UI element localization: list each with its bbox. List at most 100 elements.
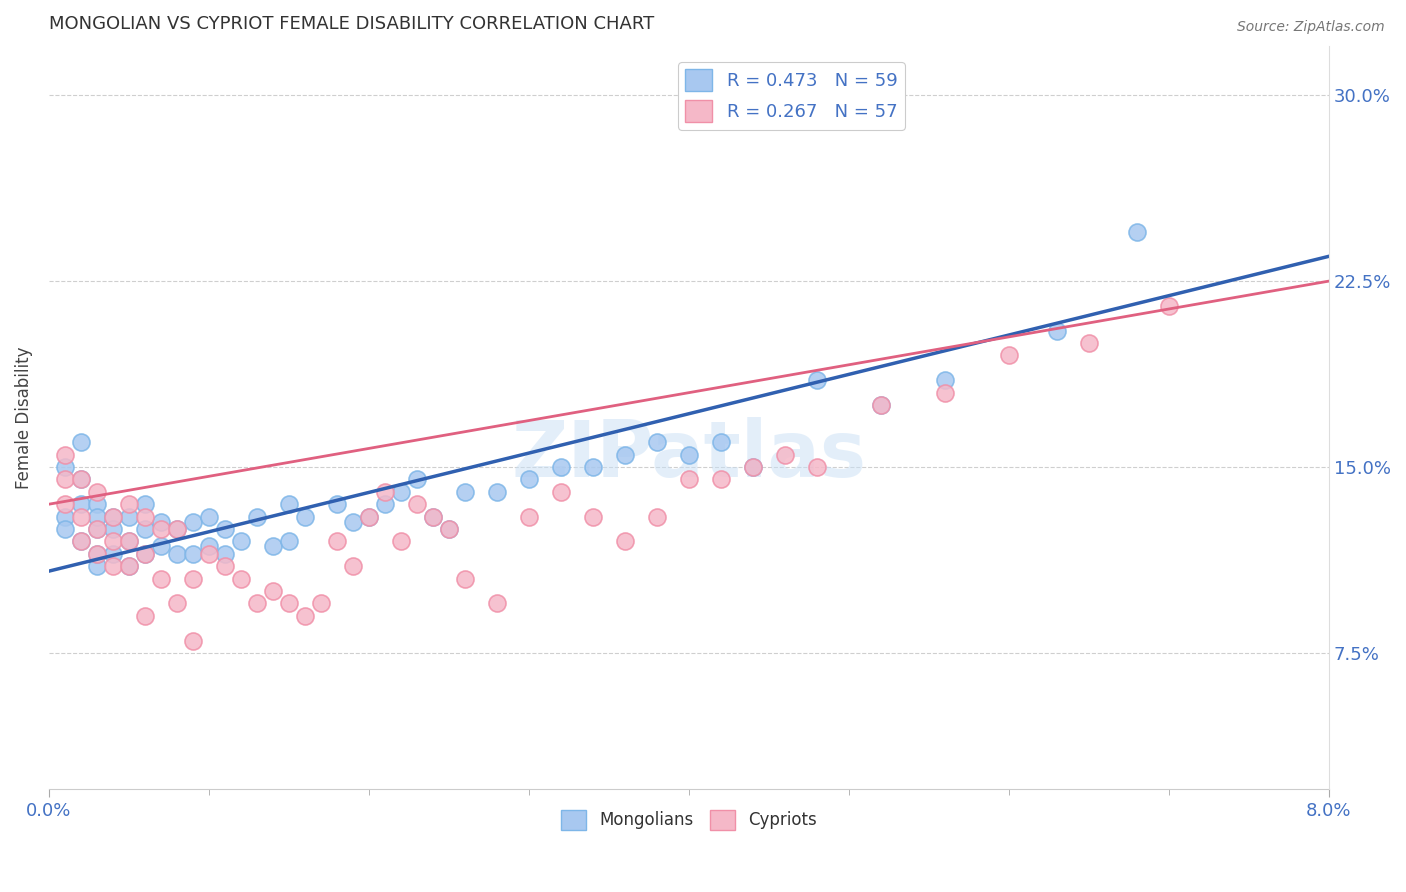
Point [53, 448, 76, 462]
Point [262, 583, 284, 598]
Point [437, 522, 460, 536]
Point [134, 497, 156, 511]
Point [214, 559, 236, 574]
Point [118, 559, 141, 574]
Point [357, 509, 380, 524]
Point [869, 398, 891, 412]
Point [454, 484, 477, 499]
Point [181, 572, 204, 586]
Point [149, 515, 172, 529]
Point [101, 522, 124, 536]
Point [550, 484, 572, 499]
Point [214, 522, 236, 536]
Point [70, 472, 93, 486]
Point [342, 515, 364, 529]
Point [389, 534, 412, 549]
Point [374, 497, 396, 511]
Point [517, 509, 540, 524]
Text: MONGOLIAN VS CYPRIOT FEMALE DISABILITY CORRELATION CHART: MONGOLIAN VS CYPRIOT FEMALE DISABILITY C… [49, 15, 654, 33]
Point [181, 547, 204, 561]
Point [101, 509, 124, 524]
Point [101, 547, 124, 561]
Point [934, 385, 956, 400]
Point [422, 509, 444, 524]
Point [149, 572, 172, 586]
Point [309, 596, 332, 610]
Point [70, 534, 93, 549]
Point [198, 509, 221, 524]
Point [1046, 324, 1069, 338]
Point [53, 497, 76, 511]
Point [613, 448, 636, 462]
Point [70, 509, 93, 524]
Point [485, 596, 508, 610]
Point [278, 497, 301, 511]
Point [86, 522, 108, 536]
Point [198, 539, 221, 553]
Point [101, 509, 124, 524]
Point [86, 547, 108, 561]
Point [710, 472, 733, 486]
Point [645, 509, 668, 524]
Point [70, 534, 93, 549]
Point [86, 484, 108, 499]
Point [1126, 225, 1149, 239]
Point [869, 398, 891, 412]
Point [149, 539, 172, 553]
Point [582, 509, 605, 524]
Point [118, 534, 141, 549]
Point [53, 509, 76, 524]
Point [357, 509, 380, 524]
Point [934, 373, 956, 387]
Point [166, 522, 188, 536]
Point [229, 534, 252, 549]
Point [374, 484, 396, 499]
Point [70, 435, 93, 450]
Point [149, 522, 172, 536]
Point [53, 522, 76, 536]
Point [645, 435, 668, 450]
Point [1077, 336, 1099, 351]
Point [214, 547, 236, 561]
Point [101, 559, 124, 574]
Point [181, 633, 204, 648]
Point [278, 534, 301, 549]
Point [710, 435, 733, 450]
Legend: Mongolians, Cypriots: Mongolians, Cypriots [554, 803, 824, 837]
Point [678, 472, 700, 486]
Point [278, 596, 301, 610]
Point [118, 534, 141, 549]
Point [613, 534, 636, 549]
Point [246, 596, 269, 610]
Point [166, 547, 188, 561]
Point [326, 534, 349, 549]
Point [101, 534, 124, 549]
Point [134, 547, 156, 561]
Point [118, 497, 141, 511]
Point [422, 509, 444, 524]
Point [229, 572, 252, 586]
Y-axis label: Female Disability: Female Disability [15, 346, 32, 489]
Text: Source: ZipAtlas.com: Source: ZipAtlas.com [1237, 20, 1385, 34]
Point [342, 559, 364, 574]
Point [70, 497, 93, 511]
Point [86, 509, 108, 524]
Point [326, 497, 349, 511]
Point [134, 608, 156, 623]
Point [53, 472, 76, 486]
Point [773, 448, 796, 462]
Point [678, 448, 700, 462]
Point [998, 349, 1021, 363]
Point [118, 559, 141, 574]
Point [262, 539, 284, 553]
Point [86, 547, 108, 561]
Point [1157, 299, 1180, 313]
Point [806, 373, 828, 387]
Text: ZIPatlas: ZIPatlas [512, 417, 866, 492]
Point [741, 460, 763, 475]
Point [166, 596, 188, 610]
Point [582, 460, 605, 475]
Point [118, 509, 141, 524]
Point [550, 460, 572, 475]
Point [198, 547, 221, 561]
